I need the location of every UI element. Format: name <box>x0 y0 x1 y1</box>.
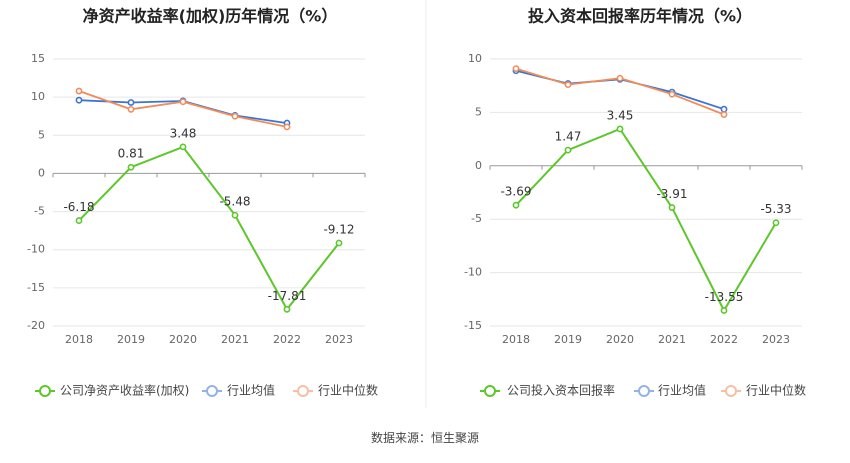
data-point <box>283 123 291 131</box>
data-label: 3.48 <box>170 126 197 140</box>
x-tick-label: 2022 <box>710 333 738 346</box>
y-tick-label: 10 <box>31 90 45 103</box>
data-point <box>75 217 83 224</box>
data-point <box>283 305 291 313</box>
x-tick-label: 2020 <box>169 333 197 346</box>
legend-swatch-marker <box>39 385 51 397</box>
x-tick-label: 2019 <box>117 333 145 346</box>
x-tick-label: 2018 <box>502 333 530 346</box>
data-label: -6.18 <box>63 200 94 214</box>
y-tick-label: 10 <box>468 52 482 65</box>
y-tick-label: 15 <box>31 52 45 65</box>
legend-entry: 公司投入资本回报率 <box>507 383 615 398</box>
data-point <box>75 96 83 104</box>
y-tick-label: -10 <box>464 266 482 279</box>
data-point <box>75 87 83 95</box>
legend-entry: 行业中位数 <box>318 383 378 398</box>
y-tick-label: 0 <box>475 159 482 172</box>
data-point <box>127 105 135 113</box>
data-label: -3.69 <box>500 185 531 199</box>
legend-swatch-marker <box>725 385 737 397</box>
x-tick-label: 2021 <box>658 333 686 346</box>
data-point <box>231 112 239 120</box>
data-point <box>616 74 624 82</box>
data-point <box>564 146 572 154</box>
y-tick-label: -15 <box>27 281 45 294</box>
chart-title: 净资产收益率(加权)历年情况（%） <box>83 7 338 26</box>
data-point <box>772 219 780 227</box>
data-point <box>179 98 187 106</box>
data-point <box>668 204 676 211</box>
x-tick-label: 2023 <box>762 333 790 346</box>
x-tick-label: 2019 <box>554 333 582 346</box>
data-point <box>231 211 239 219</box>
data-label: 1.47 <box>555 130 582 144</box>
legend-entry: 公司净资产收益率(加权) <box>60 383 189 398</box>
legend-swatch-marker <box>638 385 650 397</box>
y-tick-label: -20 <box>27 319 45 332</box>
legend-swatch-marker <box>484 385 496 397</box>
data-label: -5.33 <box>760 202 791 216</box>
y-tick-label: -5 <box>34 205 45 218</box>
y-tick-label: -5 <box>471 212 482 225</box>
data-point <box>564 81 572 89</box>
data-point <box>720 111 728 118</box>
data-label: -17.81 <box>268 289 307 303</box>
y-tick-label: 5 <box>38 128 45 141</box>
data-point <box>127 163 135 171</box>
legend-entry: 行业中位数 <box>746 383 806 398</box>
x-tick-label: 2020 <box>606 333 634 346</box>
x-tick-label: 2018 <box>65 333 93 346</box>
series-line <box>78 145 340 312</box>
data-label: -3.91 <box>656 187 687 201</box>
x-tick-label: 2021 <box>221 333 249 346</box>
data-label: 3.45 <box>607 108 634 122</box>
x-tick-label: 2023 <box>325 333 353 346</box>
data-point <box>512 201 520 209</box>
data-label: -5.48 <box>219 195 250 209</box>
series-line <box>78 90 288 128</box>
data-source-label: 数据来源：恒生聚源 <box>371 430 479 445</box>
data-label: -9.12 <box>323 223 354 237</box>
data-label: 0.81 <box>118 147 145 161</box>
y-tick-label: 5 <box>475 105 482 118</box>
data-label: -13.55 <box>705 290 744 304</box>
data-point <box>179 143 187 151</box>
data-point <box>668 90 676 98</box>
y-tick-label: -10 <box>27 243 45 256</box>
x-tick-label: 2022 <box>273 333 301 346</box>
legend-swatch-marker <box>206 385 218 397</box>
data-point <box>127 99 135 106</box>
data-point <box>616 125 624 133</box>
legend-swatch-marker <box>297 385 309 397</box>
data-point <box>512 65 520 73</box>
data-point <box>720 105 728 113</box>
data-point <box>720 307 728 314</box>
series-line <box>515 127 777 313</box>
data-point <box>335 239 343 247</box>
y-tick-label: -15 <box>464 319 482 332</box>
y-tick-label: 0 <box>38 166 45 179</box>
legend-entry: 行业均值 <box>658 383 706 398</box>
chart-title: 投入资本回报率历年情况（%） <box>528 7 752 26</box>
legend-entry: 行业均值 <box>227 383 275 398</box>
